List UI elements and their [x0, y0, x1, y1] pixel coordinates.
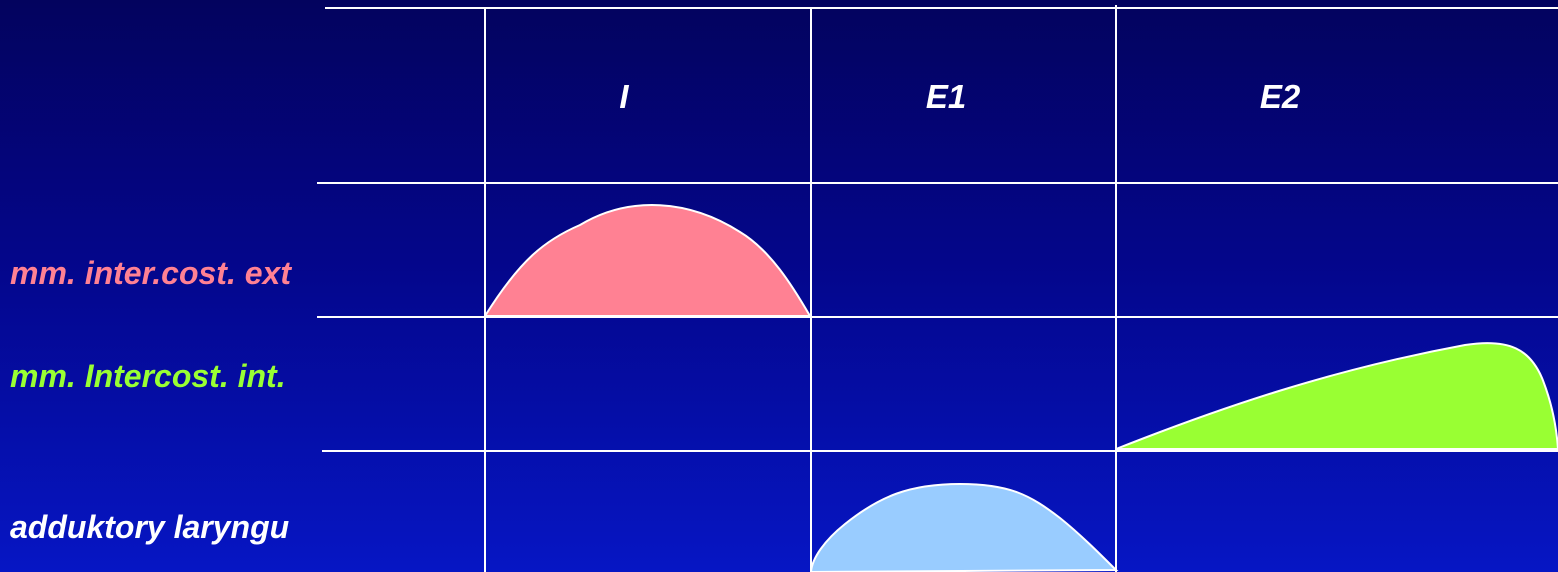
activity-curve-ext-in-I: [483, 204, 812, 317]
row-label-ext: mm. inter.cost. ext: [10, 255, 292, 291]
column-header-E1: E1: [926, 78, 966, 115]
activity-curve-larynx-in-E1: [809, 482, 1119, 572]
row-label-int: mm. Intercost. int.: [10, 358, 286, 394]
column-header-I: I: [619, 78, 629, 115]
column-header-E2: E2: [1260, 78, 1301, 115]
activity-curve-int-in-E2: [1115, 342, 1558, 450]
row-label-larynx: adduktory laryngu: [10, 509, 289, 545]
